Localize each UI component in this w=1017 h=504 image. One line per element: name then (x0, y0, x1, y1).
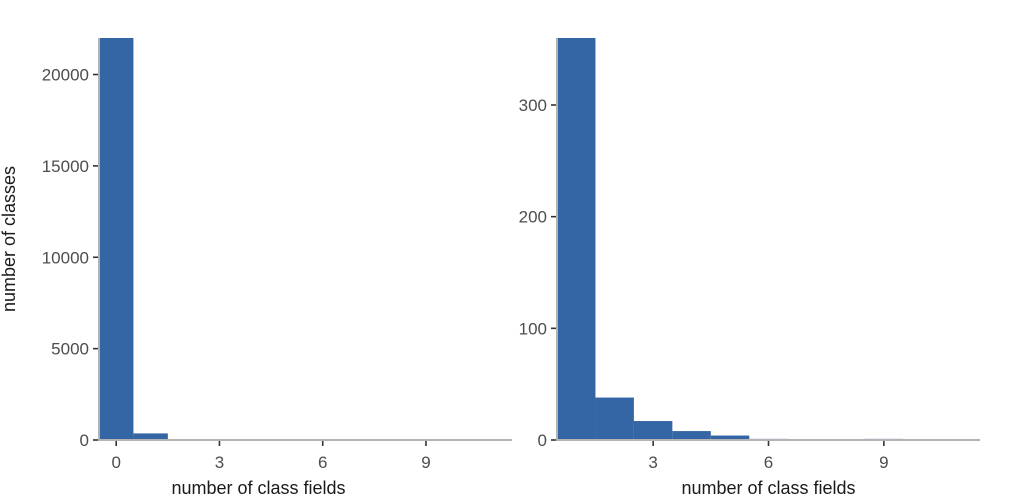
x-tick-label: 3 (215, 453, 224, 472)
panel-1: 0 5000 10000 15000 20000 0 3 6 9 number of class … (0, 38, 512, 498)
y-tick-label: 15000 (42, 157, 89, 176)
x-axis-title: number of class fields (681, 478, 855, 498)
histogram-bar (595, 398, 633, 440)
y-tick-label: 20000 (42, 66, 89, 85)
x-tick-label: 3 (648, 453, 657, 472)
y-tick-label: 0 (538, 431, 547, 450)
y-axis-title: number of classes (0, 166, 19, 312)
x-tick-label: 6 (764, 453, 773, 472)
y-tick-label: 5000 (51, 340, 89, 359)
histogram-bar (99, 38, 133, 440)
histogram-bar (634, 421, 672, 440)
y-tick-label: 300 (519, 96, 547, 115)
y-tick-label: 100 (519, 319, 547, 338)
x-axis-title: number of class fields (171, 478, 345, 498)
y-tick-label: 200 (519, 208, 547, 227)
x-tick-label: 0 (111, 453, 120, 472)
histogram-bar (672, 431, 710, 440)
x-tick-label: 9 (421, 453, 430, 472)
panel-2: 0 100 200 300 3 6 9 number of class fields (519, 38, 980, 498)
x-tick-label: 6 (318, 453, 327, 472)
x-tick-label: 9 (879, 453, 888, 472)
histogram-bar (557, 38, 595, 440)
y-tick-label: 10000 (42, 248, 89, 267)
y-tick-label: 0 (80, 431, 89, 450)
